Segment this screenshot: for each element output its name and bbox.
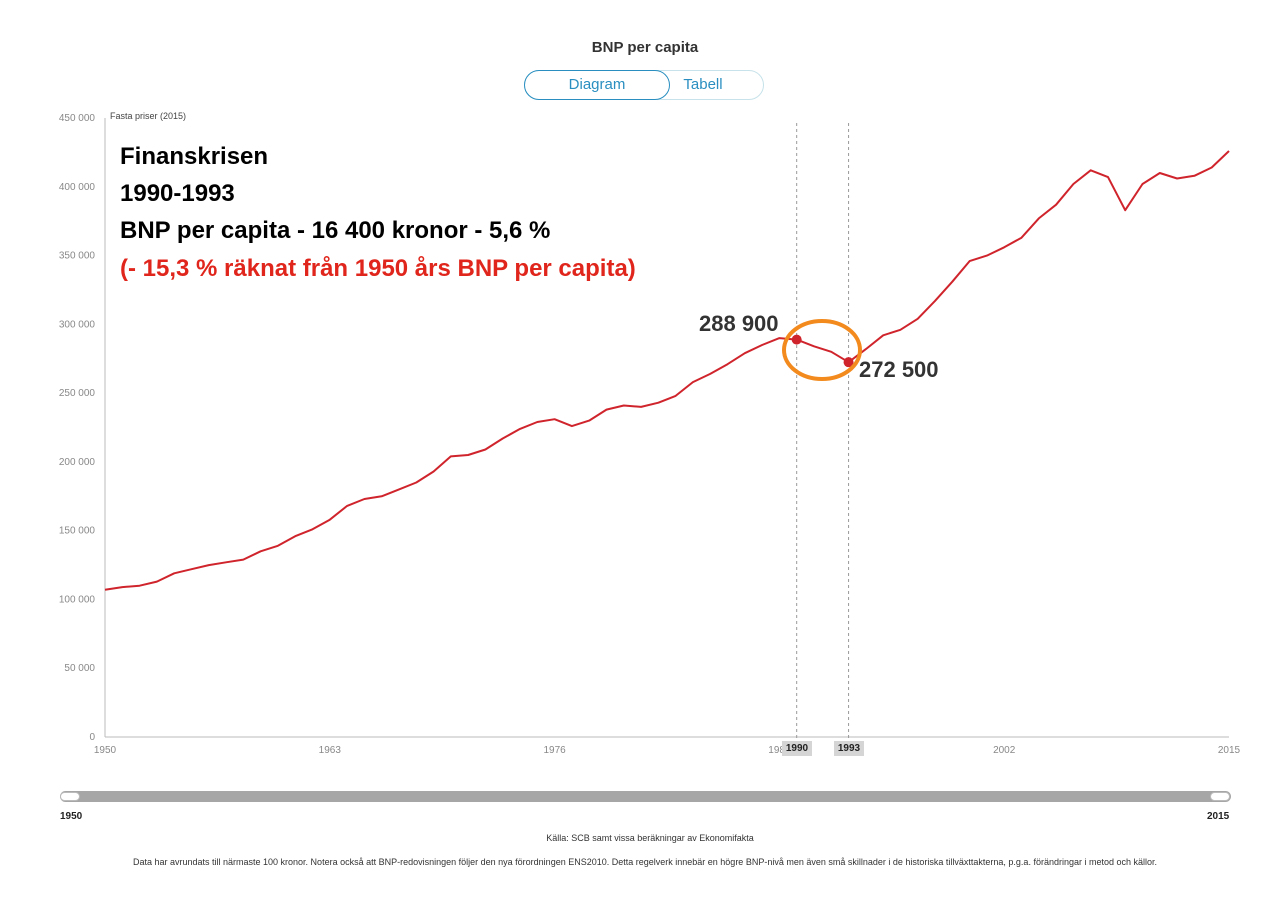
series-line-bnp-per-capita — [104, 150, 1230, 591]
y-tick-label: 200 000 — [59, 457, 96, 468]
range-slider-track[interactable] — [60, 791, 1231, 802]
highlight-circle — [782, 319, 862, 381]
x-tick-label: 1989 — [768, 745, 791, 756]
tab-tabell[interactable]: Tabell — [683, 76, 723, 93]
view-toggle: Diagram Tabell — [524, 70, 764, 100]
y-tick-label: 150 000 — [59, 526, 96, 537]
x-tick-label: 1963 — [319, 745, 342, 756]
range-slider-end-handle[interactable] — [1210, 792, 1230, 801]
annotation-change-since-1950: (- 15,3 % räknat från 1950 års BNP per c… — [120, 255, 636, 282]
data-point-1990[interactable] — [791, 334, 802, 345]
range-slider-start-handle[interactable] — [60, 792, 80, 801]
x-tick-label: 2015 — [1218, 745, 1241, 756]
range-start-label: 1950 — [60, 811, 83, 822]
footnote: Data har avrundats till närmaste 100 kro… — [132, 857, 1158, 867]
range-end-label: 2015 — [1207, 811, 1230, 822]
year-badge-1990: 1990 — [782, 741, 812, 756]
x-tick-label: 2002 — [993, 745, 1016, 756]
annotation-change: BNP per capita - 16 400 kronor - 5,6 % — [120, 217, 551, 244]
x-axis-ticks: 1950 1963 1976 1989 2002 2015 — [94, 745, 1241, 756]
year-badge-1993: 1993 — [834, 741, 864, 756]
y-tick-label: 0 — [89, 732, 95, 743]
y-tick-label: 300 000 — [59, 319, 96, 330]
y-tick-label: 250 000 — [59, 388, 96, 399]
data-point-1993[interactable] — [843, 357, 854, 368]
x-tick-label: 1950 — [94, 745, 117, 756]
x-tick-label: 1976 — [543, 745, 566, 756]
annotation-title: Finanskrisen — [120, 143, 269, 170]
y-axis-unit-label: Fasta priser (2015) — [110, 111, 186, 121]
highlight-points — [791, 334, 854, 368]
y-tick-label: 50 000 — [64, 663, 95, 674]
source-note: Källa: SCB samt vissa beräkningar av Eko… — [546, 833, 754, 843]
highlight-year-lines — [796, 123, 850, 741]
page-title: BNP per capita — [591, 39, 699, 56]
value-label-1990: 288 900 — [699, 311, 779, 336]
y-tick-label: 350 000 — [59, 251, 96, 262]
value-label-1993: 272 500 — [859, 357, 939, 382]
y-tick-label: 100 000 — [59, 594, 96, 605]
tab-diagram[interactable]: Diagram — [524, 70, 670, 100]
y-axis-ticks: 0 50 000 100 000 150 000 200 000 250 000 300 0… — [59, 113, 96, 743]
y-tick-label: 400 000 — [59, 182, 96, 193]
y-tick-label: 450 000 — [59, 113, 96, 124]
annotation-period: 1990-1993 — [120, 180, 235, 207]
